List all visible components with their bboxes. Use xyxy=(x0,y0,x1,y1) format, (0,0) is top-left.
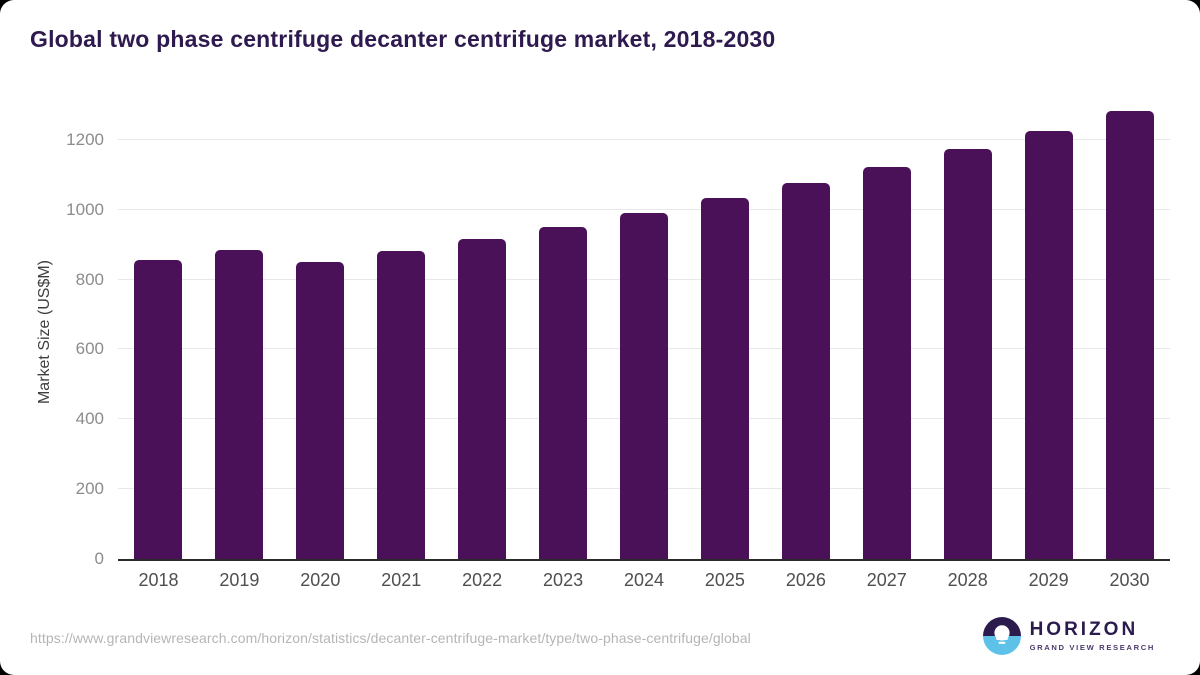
source-url: https://www.grandviewresearch.com/horizo… xyxy=(30,630,751,646)
bar-slot: 2027 xyxy=(846,105,927,590)
horizon-logo-icon xyxy=(982,617,1021,655)
bar-slot: 2028 xyxy=(927,105,1008,590)
bar-slot: 2024 xyxy=(604,105,685,590)
bar-2025 xyxy=(700,197,749,559)
bar-2021 xyxy=(377,251,426,559)
horizon-logo-title: HORIZON xyxy=(1029,619,1139,641)
bar-slot: 2020 xyxy=(280,105,361,590)
x-tick-label: 2018 xyxy=(138,570,179,590)
y-tick-label: 600 xyxy=(75,339,104,359)
y-tick-label: 1000 xyxy=(66,199,104,219)
bar-slot: 2019 xyxy=(199,105,280,590)
x-tick-label: 2023 xyxy=(543,570,584,590)
bar-slot: 2023 xyxy=(523,105,604,590)
x-tick-label: 2030 xyxy=(1109,570,1150,590)
x-tick-label: 2027 xyxy=(866,570,907,590)
y-tick-label: 400 xyxy=(75,409,104,429)
bars-row: 2018 2019 2020 2021 2022 2023 2024 2025 2026 2027… xyxy=(118,105,1170,590)
y-tick-label: 0 xyxy=(94,549,104,568)
y-tick-label: 1200 xyxy=(66,129,104,149)
bar-2019 xyxy=(215,249,264,559)
bar-2023 xyxy=(539,226,588,559)
bar-slot: 2021 xyxy=(361,105,442,590)
x-tick-label: 2029 xyxy=(1028,570,1069,590)
page-title: Global two phase centrifuge decanter cen… xyxy=(30,26,776,52)
bar-2029 xyxy=(1024,131,1073,559)
x-tick-label: 2019 xyxy=(219,570,260,590)
x-tick-label: 2028 xyxy=(947,570,988,590)
x-tick-label: 2020 xyxy=(300,570,341,590)
bar-slot: 2018 xyxy=(118,105,199,590)
gridline xyxy=(118,208,1170,210)
y-tick-label: 200 xyxy=(75,479,104,499)
x-axis-line xyxy=(118,559,1170,561)
y-axis-title: Market Size (US$M) xyxy=(36,259,53,405)
horizon-logo-subtitle: GRAND VIEW RESEARCH xyxy=(1029,642,1155,652)
bar-2027 xyxy=(862,166,911,559)
plot-area: 2018 2019 2020 2021 2022 2023 2024 2025 2026 2027… xyxy=(66,105,1170,590)
bar-2022 xyxy=(458,239,507,559)
bar-2030 xyxy=(1105,110,1154,559)
y-tick-label: 800 xyxy=(75,269,104,289)
bar-slot: 2029 xyxy=(1008,105,1089,590)
bar-2028 xyxy=(943,149,992,559)
bar-slot: 2022 xyxy=(442,105,523,590)
horizon-logo-text: HORIZON GRAND VIEW RESEARCH xyxy=(1030,620,1155,652)
bar-slot: 2025 xyxy=(684,105,765,590)
x-tick-label: 2021 xyxy=(381,570,422,590)
x-tick-label: 2026 xyxy=(785,570,826,590)
gridline xyxy=(118,138,1170,140)
x-tick-label: 2024 xyxy=(623,570,665,590)
bar-2026 xyxy=(781,182,830,559)
bar-slot: 2030 xyxy=(1089,105,1170,590)
bar-2020 xyxy=(296,262,345,559)
horizon-logo: HORIZON GRAND VIEW RESEARCH xyxy=(982,617,1155,655)
bar-2018 xyxy=(134,260,183,559)
y-axis-title-wrap: Market Size (US$M) xyxy=(30,105,60,559)
bar-slot: 2026 xyxy=(765,105,846,590)
x-tick-label: 2022 xyxy=(462,570,503,590)
x-tick-label: 2025 xyxy=(704,570,745,590)
bar-2024 xyxy=(619,212,668,559)
